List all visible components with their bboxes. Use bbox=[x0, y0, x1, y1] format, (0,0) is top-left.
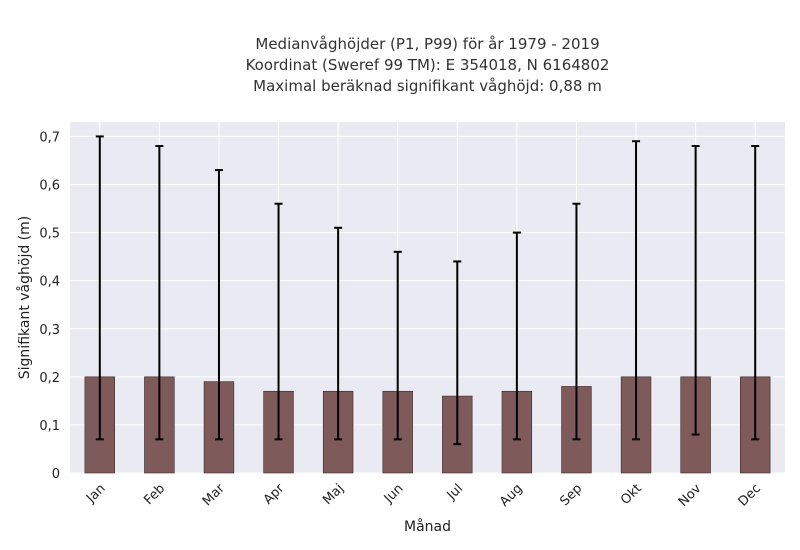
x-tick-label: Apr bbox=[261, 481, 288, 508]
x-tick-label: Jul bbox=[444, 481, 466, 503]
x-tick-labels: Jan Feb Mar Apr Maj Jun Jul Aug Sep Okt Nov Dec bbox=[83, 481, 764, 510]
y-tick-label: 0,6 bbox=[39, 179, 60, 194]
title-line-3: Maximal beräknad signifikant våghöjd: 0,… bbox=[253, 77, 602, 95]
x-axis-label: Månad bbox=[404, 518, 451, 535]
y-tick-label: 0,2 bbox=[39, 371, 60, 386]
x-tick-label: Maj bbox=[320, 481, 347, 508]
y-tick-label: 0 bbox=[52, 467, 60, 482]
x-tick-label: Mar bbox=[200, 481, 228, 509]
x-tick-label: Okt bbox=[618, 481, 645, 508]
y-tick-label: 0,7 bbox=[39, 130, 60, 145]
chart-title: Medianvåghöjder (P1, P99) för år 1979 - … bbox=[0, 34, 800, 97]
x-tick-label: Nov bbox=[676, 481, 705, 510]
x-tick-label: Feb bbox=[141, 481, 168, 508]
title-line-2: Koordinat (Sweref 99 TM): E 354018, N 61… bbox=[245, 56, 610, 74]
y-tick-label: 0,1 bbox=[39, 419, 60, 434]
title-line-1: Medianvåghöjder (P1, P99) för år 1979 - … bbox=[255, 35, 600, 53]
x-tick-label: Jun bbox=[381, 481, 407, 507]
error-layer bbox=[95, 135, 760, 446]
y-tick-label: 0,5 bbox=[39, 227, 60, 242]
y-tick-labels: 0 0,1 0,2 0,3 0,4 0,5 0,6 0,7 bbox=[39, 130, 60, 482]
y-tick-label: 0,4 bbox=[39, 275, 60, 290]
x-tick-label: Sep bbox=[557, 481, 585, 509]
x-tick-label: Jan bbox=[83, 481, 108, 506]
plot-background bbox=[70, 122, 785, 473]
y-tick-label: 0,3 bbox=[39, 323, 60, 338]
x-tick-label: Dec bbox=[736, 481, 764, 509]
x-tick-label: Aug bbox=[497, 481, 526, 510]
y-axis-label: Signifikant våghöjd (m) bbox=[16, 216, 33, 379]
